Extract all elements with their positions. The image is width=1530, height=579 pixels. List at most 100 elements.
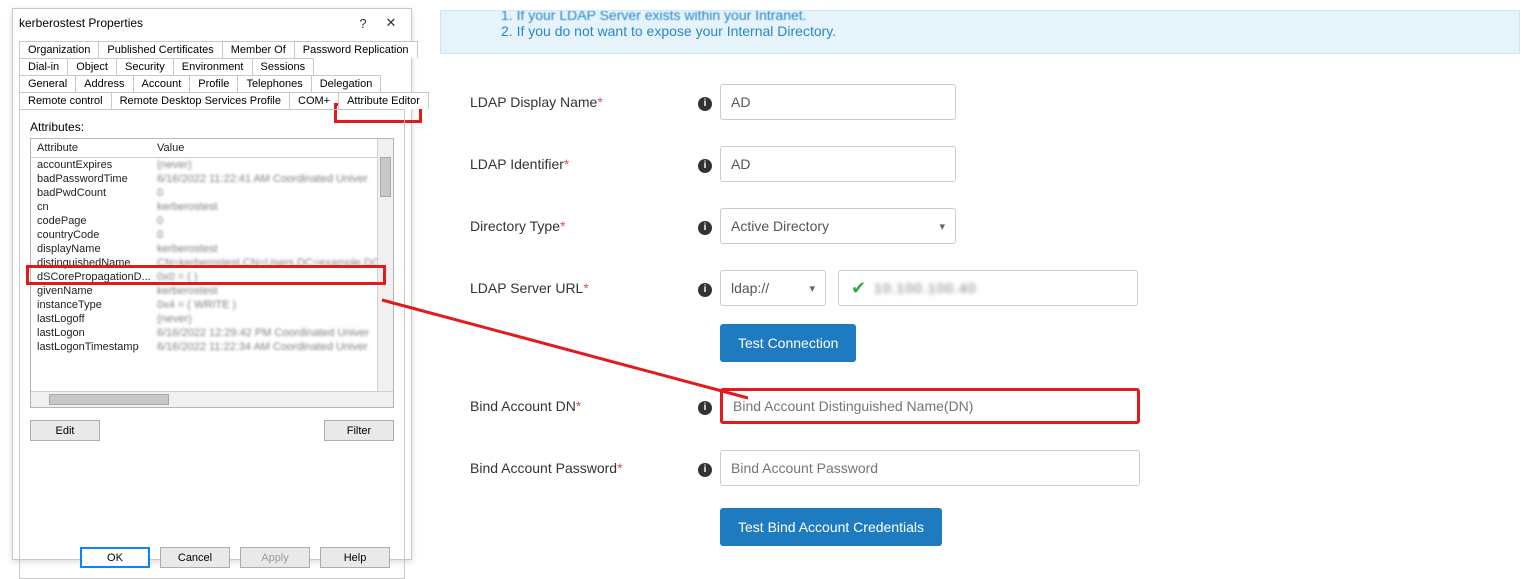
tab-security[interactable]: Security [116,58,174,75]
tab-com+[interactable]: COM+ [289,92,339,109]
attribute-rows: accountExpires(never)badPasswordTime6/16… [31,158,393,354]
attr-value: 6/16/2022 12:29:42 PM Coordinated Univer [157,327,387,339]
attribute-list[interactable]: Attribute Value accountExpires(never)bad… [30,138,394,408]
tabs-area: OrganizationPublished CertificatesMember… [13,37,411,109]
help-icon[interactable]: ? [349,16,377,31]
select-dir-type-value: Active Directory [731,218,829,234]
attr-value: 0x4 = ( WRITE ) [157,299,387,311]
attr-name: accountExpires [37,159,157,171]
attribute-row[interactable]: dSCorePropagationD...0x0 = ( ) [31,270,393,284]
attr-value: 0 [157,215,387,227]
attr-value: kerberostest [157,285,387,297]
attr-name: badPasswordTime [37,173,157,185]
info-icon[interactable]: i [698,401,712,415]
tab-delegation[interactable]: Delegation [311,75,382,92]
dialog-buttons: OK Cancel Apply Help [80,547,390,568]
info-icon[interactable]: i [698,283,712,297]
label-server-url: LDAP Server URL* [470,280,690,296]
tab-environment[interactable]: Environment [173,58,253,75]
tab-published-certificates[interactable]: Published Certificates [98,41,222,58]
attr-value: 6/16/2022 11:22:34 AM Coordinated Univer [157,341,387,353]
select-scheme[interactable]: ldap:// ▾ [720,270,826,306]
tab-remote-desktop-services-profile[interactable]: Remote Desktop Services Profile [111,92,290,109]
attribute-row[interactable]: badPasswordTime6/16/2022 11:22:41 AM Coo… [31,172,393,186]
close-icon[interactable]: ✕ [377,15,405,31]
label-dir-type: Directory Type* [470,218,690,234]
attribute-row[interactable]: givenNamekerberostest [31,284,393,298]
attr-value: CN=kerberostest,CN=Users,DC=example,DC [157,257,387,269]
tab-dial-in[interactable]: Dial-in [19,58,68,75]
attribute-row[interactable]: accountExpires(never) [31,158,393,172]
attribute-row[interactable]: lastLogon6/16/2022 12:29:42 PM Coordinat… [31,326,393,340]
tab-account[interactable]: Account [133,75,191,92]
scrollbar-vertical[interactable] [377,139,393,391]
server-url-value: 10.100.100.40 [874,280,977,296]
info-banner: 1. If your LDAP Server exists within you… [440,10,1520,54]
scheme-value: ldap:// [731,280,769,296]
tab-row-4: Remote controlRemote Desktop Services Pr… [19,92,405,109]
input-bind-dn[interactable] [720,388,1140,424]
label-bind-dn: Bind Account DN* [470,398,690,414]
dialog-title: kerberostest Properties [19,16,349,30]
row-identifier: LDAP Identifier* i [470,146,1520,182]
filter-button[interactable]: Filter [324,420,394,441]
attr-value: kerberostest [157,243,387,255]
attribute-row[interactable]: codePage0 [31,214,393,228]
attribute-row[interactable]: lastLogoff(never) [31,312,393,326]
info-icon[interactable]: i [698,159,712,173]
input-server-url[interactable]: ✔ 10.100.100.40 [838,270,1138,306]
label-display-name: LDAP Display Name* [470,94,690,110]
attr-value: 6/16/2022 11:22:41 AM Coordinated Univer [157,173,387,185]
attribute-header: Attribute Value [31,139,393,158]
tab-sessions[interactable]: Sessions [252,58,315,75]
properties-dialog: kerberostest Properties ? ✕ Organization… [12,8,412,560]
tab-profile[interactable]: Profile [189,75,238,92]
apply-button[interactable]: Apply [240,547,310,568]
tab-row-3: GeneralAddressAccountProfileTelephonesDe… [19,75,405,92]
attribute-row[interactable]: lastLogonTimestamp6/16/2022 11:22:34 AM … [31,340,393,354]
select-dir-type[interactable]: Active Directory ▾ [720,208,956,244]
attr-name: cn [37,201,157,213]
input-bind-pw[interactable] [720,450,1140,486]
input-identifier[interactable] [720,146,956,182]
attr-name: distinguishedName [37,257,157,269]
tab-member-of[interactable]: Member Of [222,41,295,58]
header-attribute: Attribute [37,142,157,154]
cancel-button[interactable]: Cancel [160,547,230,568]
test-credentials-button[interactable]: Test Bind Account Credentials [720,508,942,546]
attribute-row[interactable]: displayNamekerberostest [31,242,393,256]
attribute-row[interactable]: badPwdCount0 [31,186,393,200]
tab-address[interactable]: Address [75,75,133,92]
info-icon[interactable]: i [698,221,712,235]
row-test-creds: Test Bind Account Credentials [470,508,1520,546]
label-bind-pw: Bind Account Password* [470,460,690,476]
attr-name: codePage [37,215,157,227]
tab-row-2: Dial-inObjectSecurityEnvironmentSessions [19,58,405,75]
edit-filter-row: Edit Filter [30,420,394,441]
attr-name: lastLogon [37,327,157,339]
tab-object[interactable]: Object [67,58,117,75]
info-icon[interactable]: i [698,97,712,111]
tab-telephones[interactable]: Telephones [237,75,311,92]
tab-general[interactable]: General [19,75,76,92]
chevron-down-icon: ▾ [939,220,945,233]
input-display-name[interactable] [720,84,956,120]
ok-button[interactable]: OK [80,547,150,568]
edit-button[interactable]: Edit [30,420,100,441]
row-display-name: LDAP Display Name* i [470,84,1520,120]
attribute-row[interactable]: instanceType0x4 = ( WRITE ) [31,298,393,312]
attribute-row[interactable]: cnkerberostest [31,200,393,214]
scrollbar-horizontal[interactable] [31,391,393,407]
tab-password-replication[interactable]: Password Replication [294,41,418,58]
tab-remote-control[interactable]: Remote control [19,92,112,109]
info-icon[interactable]: i [698,463,712,477]
tab-attribute-editor[interactable]: Attribute Editor [338,92,429,109]
header-value: Value [157,142,387,154]
tab-organization[interactable]: Organization [19,41,99,58]
test-connection-button[interactable]: Test Connection [720,324,856,362]
attribute-row[interactable]: distinguishedNameCN=kerberostest,CN=User… [31,256,393,270]
row-dir-type: Directory Type* i Active Directory ▾ [470,208,1520,244]
attribute-row[interactable]: countryCode0 [31,228,393,242]
help-button[interactable]: Help [320,547,390,568]
attr-name: dSCorePropagationD... [37,271,157,283]
